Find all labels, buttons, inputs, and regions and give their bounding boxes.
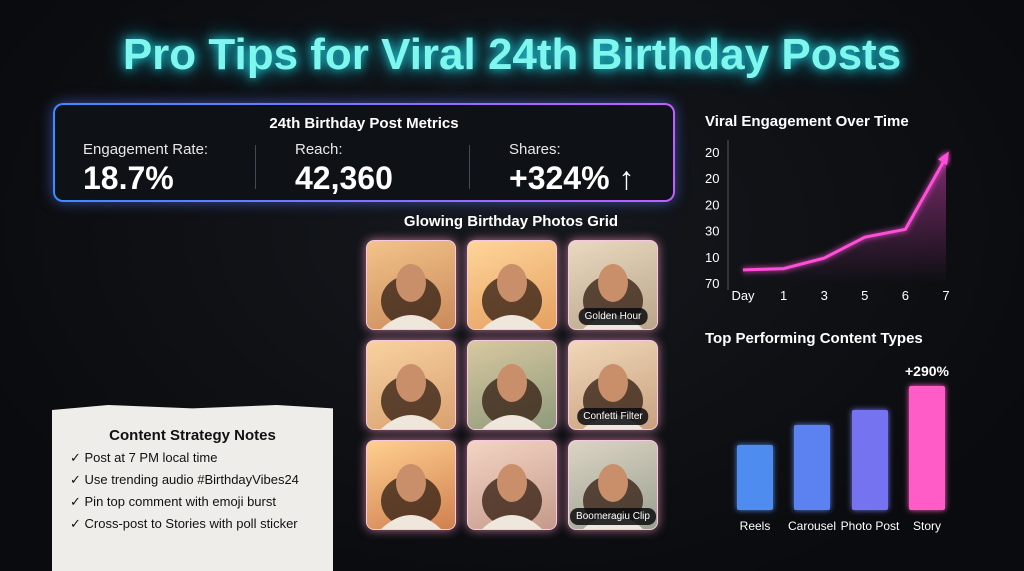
arrow-head — [938, 151, 949, 166]
photo-tile — [366, 340, 456, 430]
photo-tile — [467, 440, 557, 530]
note-item: ✓ Post at 7 PM local time — [70, 450, 218, 465]
note-item: ✓ Use trending audio #BirthdayVibes24 — [70, 472, 299, 487]
y-tick-label: 20 — [705, 171, 719, 186]
x-tick-label: Photo Post — [841, 519, 900, 533]
bar — [794, 425, 830, 510]
bar — [909, 386, 945, 510]
photo — [482, 364, 542, 429]
photo — [482, 264, 542, 329]
metric-label: Shares: — [509, 141, 561, 158]
metric-value: 18.7% — [83, 160, 174, 196]
photo-tile — [366, 240, 456, 330]
notes-card: Content Strategy Notes ✓ Post at 7 PM lo… — [52, 405, 333, 571]
x-tick-label: Story — [913, 519, 941, 533]
metrics-title: 24th Birthday Post Metrics — [269, 115, 459, 132]
photo-tile — [467, 240, 557, 330]
separator — [469, 145, 470, 189]
y-tick-label: 10 — [705, 250, 719, 265]
metric: Reach: 42,360 — [295, 141, 393, 197]
bar-annotation: +290% — [905, 363, 950, 379]
notes-title: Content Strategy Notes — [109, 427, 276, 444]
line-area — [743, 157, 946, 283]
y-tick-label: 20 — [705, 145, 719, 160]
photo-tile — [366, 440, 456, 530]
photo — [482, 464, 542, 529]
metrics-panel: 24th Birthday Post Metrics Engagement Ra… — [53, 103, 675, 202]
x-tick-label: Reels — [740, 519, 771, 533]
metric-value: +324% ↑ — [509, 160, 635, 196]
photo-caption: Boomeragiu Clip — [570, 508, 656, 525]
photo — [381, 364, 441, 429]
metric-label: Engagement Rate: — [83, 141, 209, 158]
x-tick-label: 1 — [780, 288, 787, 303]
bar — [737, 445, 773, 510]
metric: Engagement Rate: 18.7% — [83, 141, 208, 197]
photo-tile: Boomeragiu Clip — [568, 440, 658, 530]
y-tick-label: 70 — [705, 276, 719, 291]
note-item: ✓ Cross-post to Stories with poll sticke… — [70, 516, 298, 531]
x-tick-label: Day — [731, 288, 755, 303]
line — [742, 156, 948, 272]
y-tick-label: 30 — [705, 224, 719, 239]
photo-tile: Confetti Filter — [568, 340, 658, 430]
x-tick-label: 6 — [902, 288, 909, 303]
photo — [381, 464, 441, 529]
metric: Shares: +324% ↑ — [509, 141, 634, 197]
photo-caption: Golden Hour — [578, 308, 648, 325]
photo-tile: Golden Hour — [568, 240, 658, 330]
x-tick-label: Carousel — [788, 519, 836, 533]
bar — [852, 410, 888, 510]
chart-title: Viral Engagement Over Time — [705, 113, 909, 130]
separator — [255, 145, 256, 189]
metric-value: 42,360 — [295, 160, 393, 196]
metric-label: Reach: — [295, 141, 343, 158]
x-tick-label: 3 — [821, 288, 828, 303]
chart-title: Top Performing Content Types — [705, 330, 923, 347]
y-tick-label: 20 — [705, 197, 719, 212]
title: Pro Tips for Viral 24th Birthday Posts — [122, 30, 902, 79]
photo-tile — [467, 340, 557, 430]
photo-caption: Confetti Filter — [577, 408, 649, 425]
x-tick-label: 5 — [861, 288, 868, 303]
note-item: ✓ Pin top comment with emoji burst — [70, 494, 276, 509]
grid-title: Glowing Birthday Photos Grid — [403, 213, 619, 230]
photo — [381, 264, 441, 329]
x-tick-label: 7 — [942, 288, 949, 303]
